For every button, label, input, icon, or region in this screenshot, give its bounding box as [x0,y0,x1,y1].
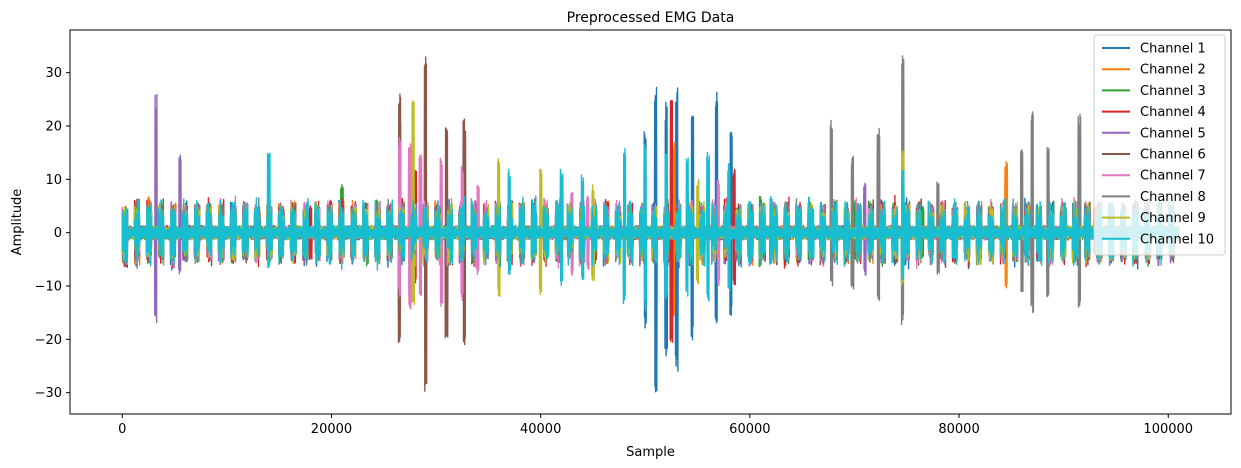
y-axis-label: Amplitude [10,189,25,256]
y-tick-label: −20 [35,333,62,348]
x-tick-label: 80000 [938,422,979,437]
legend-label: Channel 1 [1140,42,1206,57]
legend-label: Channel 8 [1140,190,1206,205]
legend-label: Channel 2 [1140,63,1206,78]
series-line-channel-10 [121,144,1180,312]
x-tick-label: 60000 [729,422,770,437]
plot-frame [69,29,1232,415]
y-tick-label: −10 [35,280,62,295]
legend-label: Channel 6 [1140,148,1206,163]
legend-label: Channel 4 [1140,105,1206,120]
legend-label: Channel 10 [1140,232,1214,247]
series-layer [121,55,1180,393]
y-axis: −30 −20 −10 0 10 20 30 [35,66,70,401]
y-tick-label: 0 [54,226,62,241]
x-axis: 0 20000 40000 60000 80000 100000 [118,414,1193,437]
y-tick-label: 10 [45,173,62,188]
x-tick-label: 40000 [520,422,561,437]
legend-label: Channel 7 [1140,169,1206,184]
legend-label: Channel 5 [1140,126,1206,141]
chart-title: Preprocessed EMG Data [567,10,735,26]
legend-label: Channel 9 [1140,211,1206,226]
x-tick-label: 0 [118,422,126,437]
x-tick-label: 20000 [311,422,352,437]
legend: Channel 1 Channel 2 Channel 3 Channel 4 Chan… [1093,34,1226,256]
y-tick-label: −30 [35,386,62,401]
y-tick-label: 30 [45,66,62,81]
legend-label: Channel 3 [1140,84,1206,99]
y-tick-label: 20 [45,120,62,135]
x-tick-label: 100000 [1143,422,1193,437]
x-axis-label: Sample [626,445,675,460]
